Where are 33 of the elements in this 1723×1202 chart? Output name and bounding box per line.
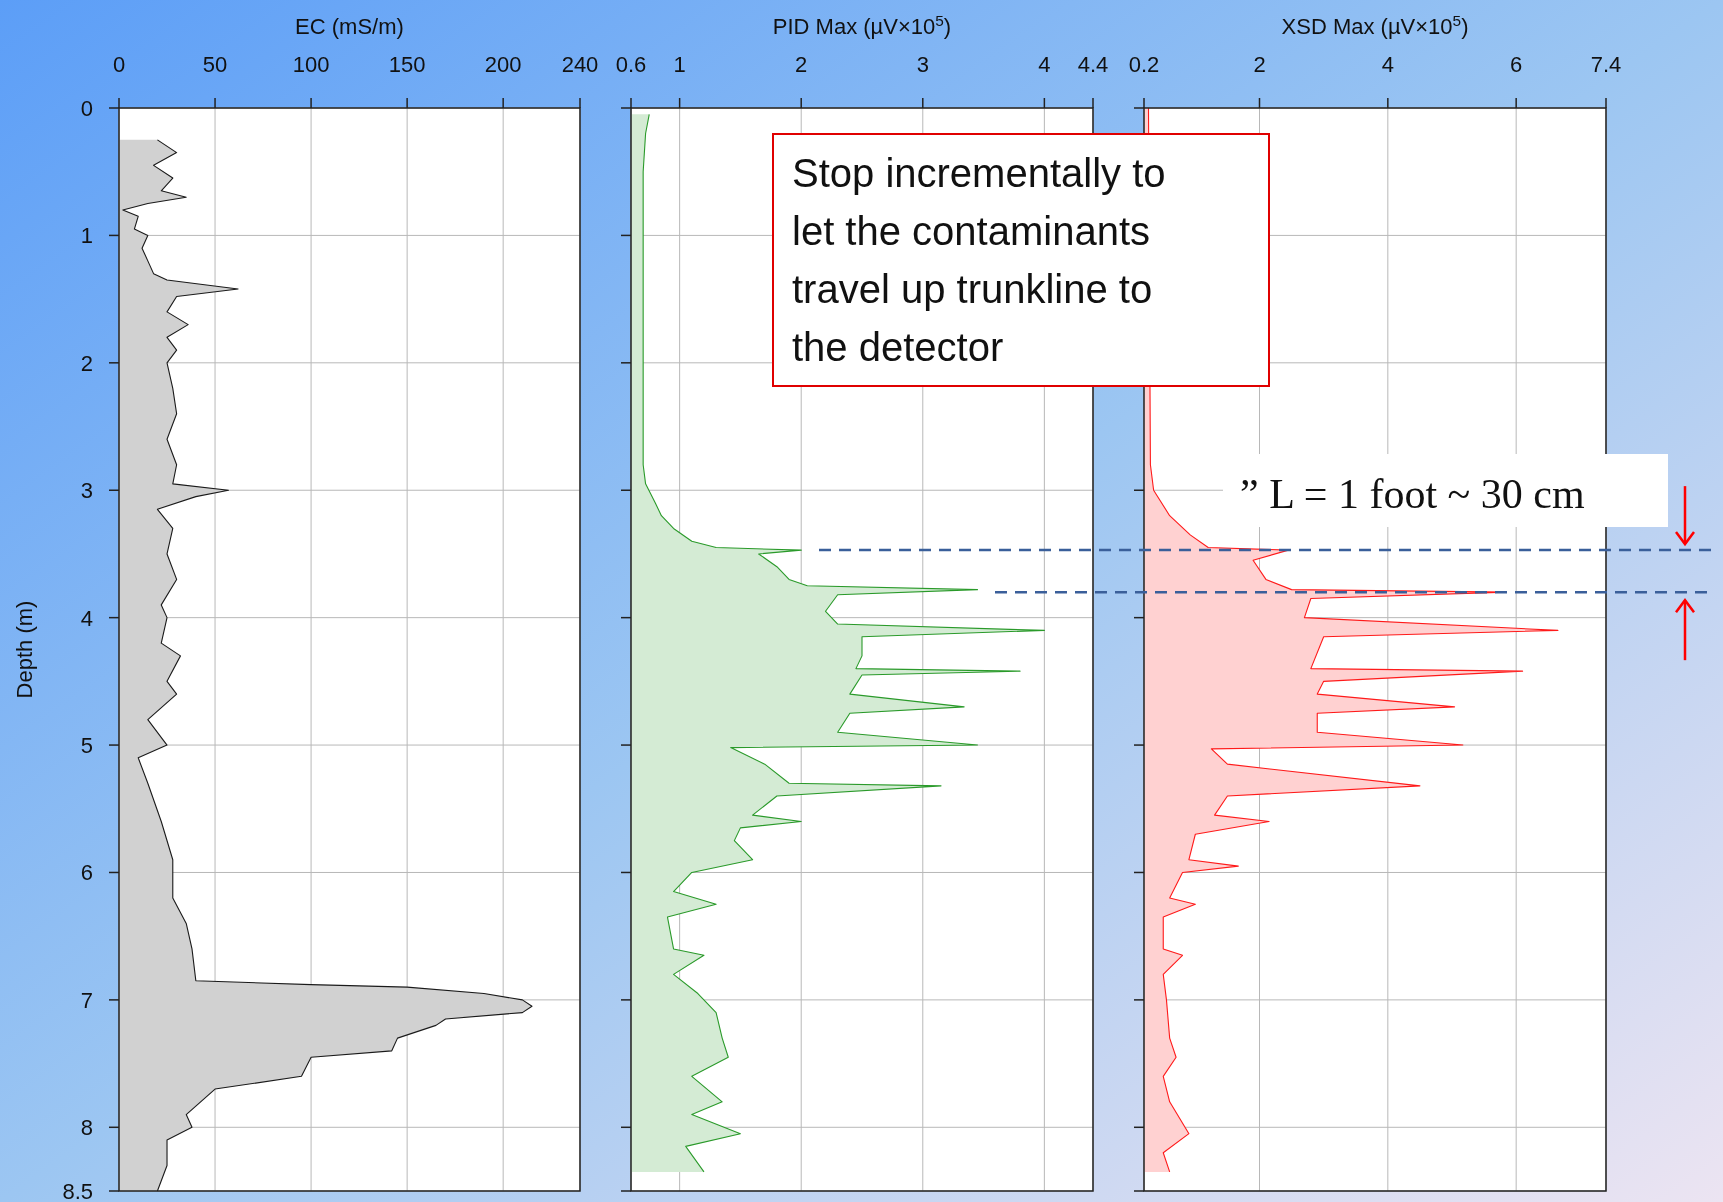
x-tick-label: 240 (561, 52, 599, 77)
y-tick-label: 0 (80, 96, 93, 121)
x-tick-label: 1 (673, 52, 686, 77)
y-tick-label: 5 (80, 733, 93, 759)
annotation: ” L = 1 foot ~ 30 cm (1240, 471, 1585, 517)
x-tick-label: 7.4 (1590, 52, 1622, 77)
y-tick-label: 6 (80, 860, 93, 886)
x-axis-title: PID Max (µV×10$^{5}$) (772, 11, 952, 39)
x-tick-label: 200 (484, 52, 522, 77)
y-tick-label: 2 (80, 350, 93, 376)
y-tick-label: 8 (80, 1115, 93, 1141)
x-axis-title: EC (mS/m) (295, 14, 404, 39)
x-tick-label: 150 (388, 52, 426, 77)
x-tick-label: 6 (1510, 52, 1523, 77)
x-tick-label: 4 (1381, 52, 1394, 77)
y-axis-title: Depth (m) (12, 600, 37, 699)
x-tick-label: 4 (1038, 52, 1051, 77)
y-tick-label: 3 (80, 478, 93, 504)
x-tick-label: 100 (292, 52, 330, 77)
y-tick-label: 1 (80, 223, 93, 249)
x-axis-title: XSD Max (µV×10$^{5}$) (1281, 11, 1469, 39)
y-tick-label: 8.5 (62, 1179, 93, 1202)
x-tick-label: 0 (112, 52, 126, 77)
x-tick-label: 2 (795, 52, 808, 77)
x-tick-label: 4.4 (1077, 52, 1109, 77)
x-tick-label: 50 (202, 52, 228, 77)
annotation: Stop incrementally to let the contaminants travel up trunkline to the detector (792, 151, 1166, 369)
y-tick-label: 7 (80, 987, 93, 1013)
x-tick-label: 0.2 (1128, 52, 1160, 77)
x-tick-label: 3 (916, 52, 929, 77)
y-tick-label: 4 (80, 605, 93, 631)
x-tick-label: 0.6 (615, 52, 647, 77)
x-tick-label: 2 (1253, 52, 1266, 77)
